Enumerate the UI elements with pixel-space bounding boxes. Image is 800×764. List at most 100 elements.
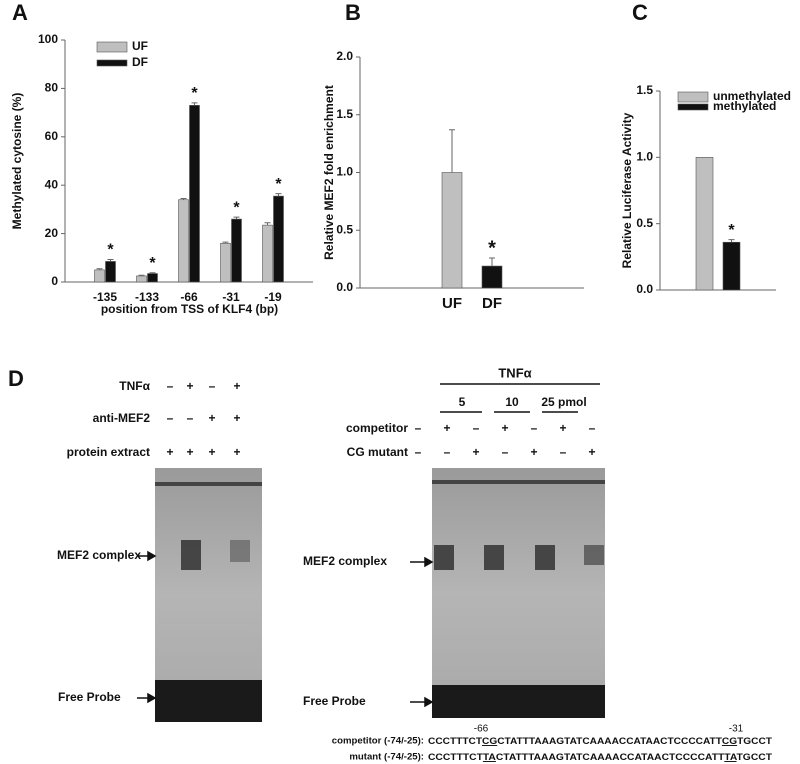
- x-axis-label: position from TSS of KLF4 (bp): [101, 302, 278, 316]
- band-label: Free Probe: [58, 690, 121, 704]
- sequence: CCCTTTCT CGCTATTTAAAGTATCAAAACCATAACTCCCC…: [428, 736, 772, 747]
- error-bar: [149, 272, 156, 274]
- error-bar: [264, 222, 271, 226]
- y-axis-label: Relative Luciferase Activity: [620, 112, 634, 268]
- legend-label: methylated: [713, 99, 776, 113]
- sign: +: [501, 421, 508, 435]
- x-tick-label: -19: [264, 290, 282, 304]
- error-bar: [191, 102, 198, 106]
- bar: [695, 157, 714, 291]
- bar: [189, 105, 200, 283]
- sign: –: [444, 445, 451, 459]
- sign: +: [208, 411, 215, 425]
- sign: +: [186, 445, 193, 459]
- row-label: TNFα: [119, 379, 150, 393]
- sign: +: [559, 421, 566, 435]
- position-label: -66: [474, 724, 489, 735]
- sequence-part: TA: [724, 752, 737, 763]
- error-bar: [107, 258, 114, 262]
- band-label: Free Probe: [303, 694, 366, 708]
- panel-label: C: [632, 0, 648, 25]
- gel-right: [432, 468, 605, 718]
- sequence-part: CTATTTAAAGTATCAAAACCATAACTCCCCATT: [497, 736, 722, 747]
- x-tick-label: -135: [93, 290, 117, 304]
- y-tick-label: 60: [45, 129, 59, 143]
- row-label: protein extract: [67, 445, 150, 459]
- row-label: CG mutant: [347, 445, 408, 459]
- sign: –: [502, 445, 509, 459]
- sign: +: [443, 421, 450, 435]
- y-tick-label: 80: [45, 81, 59, 95]
- sign: –: [209, 379, 216, 393]
- y-tick-label: 20: [45, 226, 59, 240]
- y-tick-label: 0.0: [636, 282, 653, 296]
- sign: +: [233, 411, 240, 425]
- panel-label: D: [8, 366, 24, 391]
- bar: [441, 172, 463, 289]
- sequence: CCCTTTCT TACTATTTAAAGTATCAAAACCATAACTCCCC…: [428, 752, 772, 763]
- sign: –: [167, 379, 174, 393]
- sequence-part: CCCTTTCT: [428, 752, 483, 763]
- sign: +: [166, 445, 173, 459]
- significance: *: [191, 85, 198, 102]
- significance: *: [149, 255, 156, 272]
- y-axis-label: Relative MEF2 fold enrichment: [322, 85, 336, 260]
- error-bar: [96, 268, 103, 270]
- error-bar: [449, 129, 455, 173]
- sign: +: [472, 445, 479, 459]
- sign: –: [415, 445, 422, 459]
- bar: [262, 224, 273, 283]
- panel-label: B: [345, 0, 361, 25]
- sign: +: [208, 445, 215, 459]
- significance: *: [233, 199, 240, 216]
- y-axis-label: Methylated cytosine (%): [10, 93, 24, 230]
- y-tick-label: 0: [51, 274, 58, 288]
- y-tick-label: 0.5: [336, 222, 353, 236]
- error-bar: [233, 216, 240, 220]
- bar: [273, 195, 284, 283]
- y-tick-label: 1.0: [636, 150, 653, 164]
- amount: 25 pmol: [541, 395, 586, 409]
- legend-label: unmethylated: [713, 89, 791, 103]
- bar: [94, 269, 105, 283]
- sign: –: [560, 445, 567, 459]
- x-tick-label: -133: [135, 290, 159, 304]
- sign: –: [473, 421, 480, 435]
- amount: 10: [505, 395, 519, 409]
- sequence-part: CG: [722, 736, 737, 747]
- significance: *: [107, 242, 114, 259]
- sign: +: [530, 445, 537, 459]
- y-tick-label: 1.5: [636, 83, 653, 97]
- amount: 5: [459, 395, 466, 409]
- bar: [105, 261, 116, 283]
- y-tick-label: 0.5: [636, 216, 653, 230]
- bar: [722, 241, 741, 291]
- bar: [147, 273, 158, 283]
- error-bar: [728, 239, 735, 243]
- band-label: MEF2 complex: [57, 548, 141, 562]
- gel-left: [155, 468, 262, 722]
- arrows: [137, 383, 600, 708]
- bar: [178, 199, 189, 283]
- sequence-part: CG: [482, 736, 497, 747]
- sign: –: [589, 421, 596, 435]
- significance: *: [488, 237, 496, 259]
- error-bar: [222, 241, 229, 244]
- sign: +: [186, 379, 193, 393]
- bar: [481, 265, 503, 289]
- row-label: anti-MEF2: [93, 411, 151, 425]
- position-label: -31: [729, 724, 744, 735]
- sequence-part: CTATTTAAAGTATCAAAACCATAACTCCCCATT: [496, 752, 725, 763]
- sign: –: [415, 421, 422, 435]
- bar: [220, 242, 231, 283]
- x-tick-label: UF: [442, 295, 462, 312]
- bar: [231, 218, 242, 283]
- band-label: MEF2 complex: [303, 554, 387, 568]
- panel-label: A: [12, 0, 28, 25]
- sequence-label: competitor (-74/-25):: [332, 736, 424, 747]
- legend-swatch: [96, 59, 128, 67]
- sequence-part: TGCCT: [737, 736, 772, 747]
- sequence-part: TGCCT: [737, 752, 773, 763]
- header: TNFα: [498, 365, 531, 380]
- sign: –: [531, 421, 538, 435]
